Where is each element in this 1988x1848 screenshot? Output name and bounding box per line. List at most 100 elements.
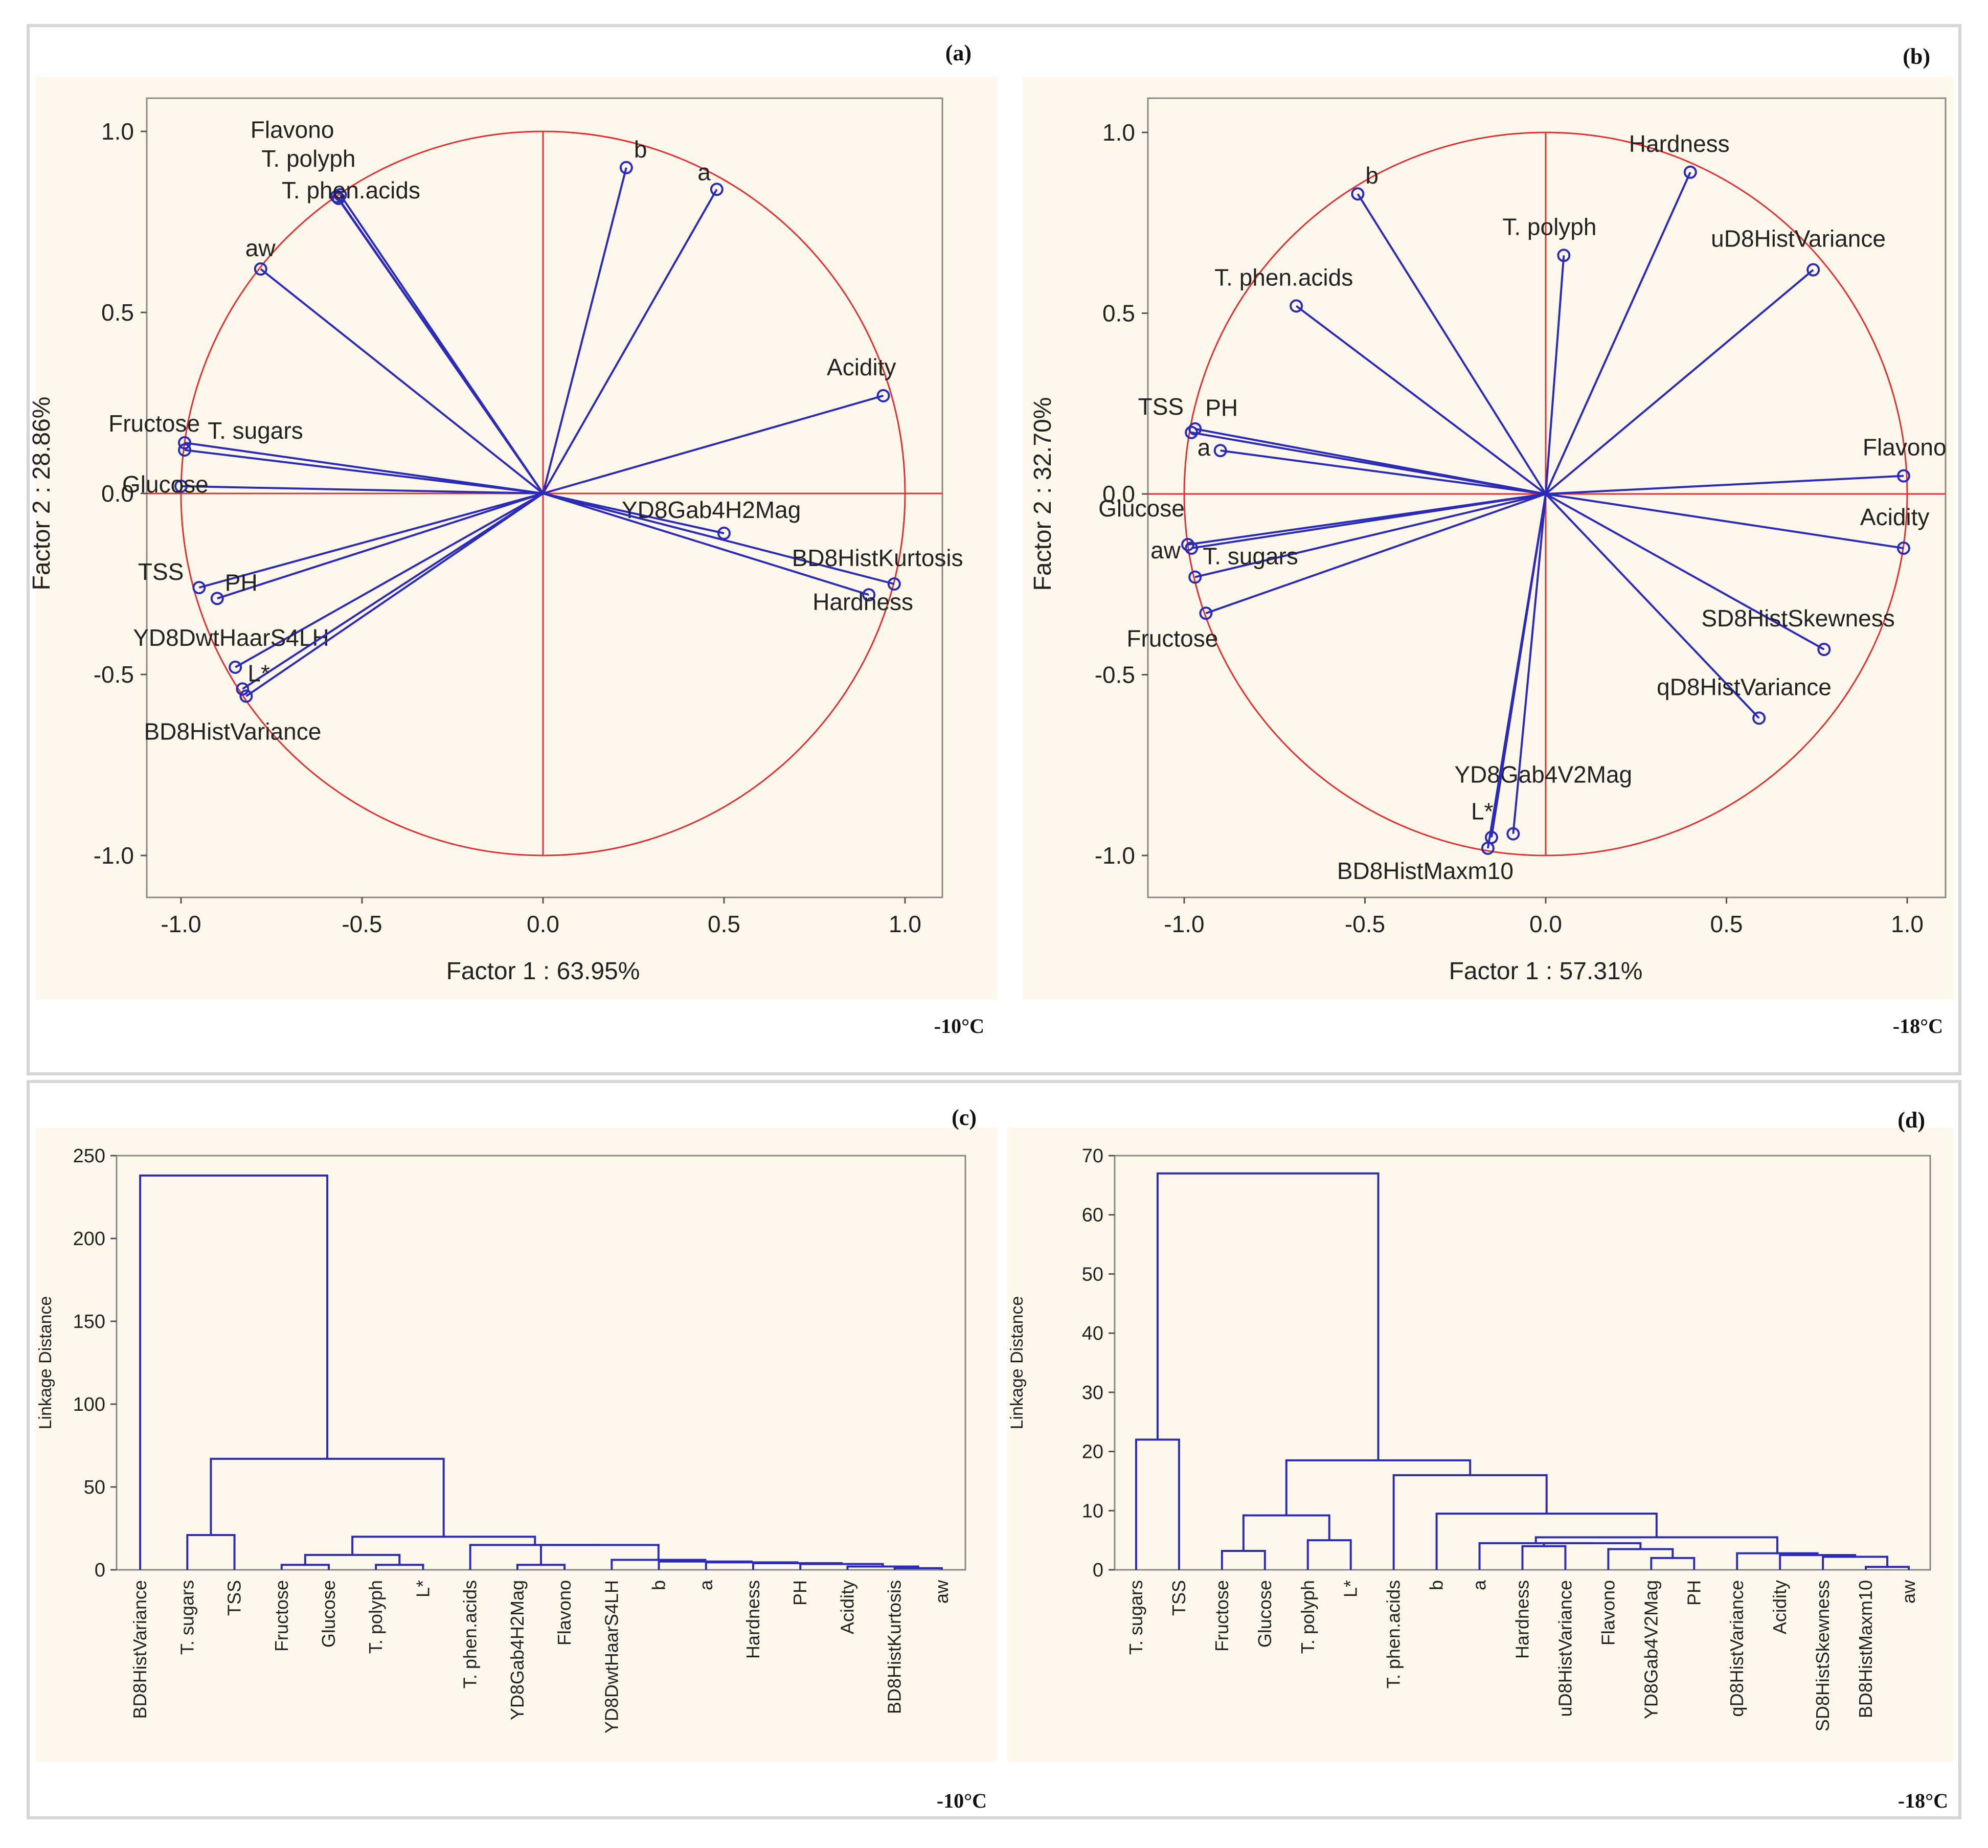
y-tick-label: 0 xyxy=(1093,1560,1103,1581)
dendrogram-link xyxy=(1156,1172,1380,1460)
loading-label-hardness: Hardness xyxy=(812,589,913,615)
loading-label-hardness: Hardness xyxy=(1629,130,1730,157)
x-tick-label: 0.0 xyxy=(1529,911,1562,937)
panel-b-temperature: -18°C xyxy=(1893,1015,1943,1038)
loading-point-ud8histvariance xyxy=(1806,263,1820,277)
plot-frame xyxy=(146,97,943,898)
loading-point-aw xyxy=(1185,542,1199,555)
loading-vector-aw xyxy=(1191,493,1546,550)
loading-point-l xyxy=(236,682,250,696)
loading-point-tss xyxy=(1185,425,1199,439)
loading-label-yd8dwthaars4lh: YD8DwtHaarS4LH xyxy=(133,624,329,651)
loading-label-b: b xyxy=(1365,162,1379,189)
loading-vector-fructose xyxy=(184,441,544,494)
x-tick-label: 1.0 xyxy=(889,911,921,937)
leaf-label-glucose: Glucose xyxy=(1254,1580,1275,1648)
dendrogram-link xyxy=(1478,1542,1592,1570)
loading-label-glucose: Glucose xyxy=(122,471,209,498)
loading-label-sd8histskewness: SD8HistSkewness xyxy=(1701,605,1894,632)
y-axis-title: Linkage Distance xyxy=(36,1296,55,1430)
loading-label-yd8gab4v2mag: YD8Gab4V2Mag xyxy=(1454,761,1632,788)
loading-vector-bd8histvariance xyxy=(245,492,544,697)
loading-point-aw xyxy=(254,262,267,276)
loading-point-yd8gab4v2mag xyxy=(1506,827,1520,841)
leaf-label-ph: PH xyxy=(789,1580,810,1606)
dendrogram-link xyxy=(1650,1557,1696,1570)
loading-label-aw: aw xyxy=(1150,537,1181,564)
loading-vector-hardness xyxy=(1545,171,1691,494)
loading-label-tss: TSS xyxy=(138,558,184,585)
leaf-label-yd8gab4v2mag: YD8Gab4V2Mag xyxy=(1640,1580,1661,1719)
leaf-label-ph: PH xyxy=(1683,1580,1704,1606)
dendrogram-link xyxy=(139,1174,329,1570)
loading-point-hardness xyxy=(1683,165,1697,179)
leaf-label-t-sugars: T. sugars xyxy=(1125,1580,1146,1655)
loading-vector-qd8histvariance xyxy=(1545,493,1760,719)
loading-point-glucose xyxy=(1181,537,1195,551)
loading-label-bd8histkurtosis: BD8HistKurtosis xyxy=(792,545,963,571)
loading-vector-yd8gab4v2mag xyxy=(1512,493,1547,834)
loading-point-acidity xyxy=(876,389,890,402)
dendrogram-link xyxy=(1534,1536,1778,1553)
loading-point-t-phen-acids xyxy=(1290,299,1303,313)
loading-label-bd8histmaxm10: BD8HistMaxm10 xyxy=(1337,858,1513,884)
plot-frame xyxy=(116,1155,966,1571)
loading-label-acidity: Acidity xyxy=(1860,504,1929,530)
panel-d-letter: (d) xyxy=(1897,1108,1925,1133)
loading-point-yd8gab4h2mag xyxy=(717,526,731,540)
loading-point-bd8histmaxm10 xyxy=(1481,841,1495,855)
x-tick-label: -0.5 xyxy=(342,911,382,937)
x-tick-label: -1.0 xyxy=(1164,911,1204,937)
pca-panel-a: -1.0 -0.5 0.0 0.5 1.0 1.0 0.5 0.0 -0.5 -1.0 Factor… xyxy=(28,97,963,985)
loading-vector-aw xyxy=(260,268,544,494)
leaf-label-fructose: Fructose xyxy=(1211,1580,1232,1652)
x-tick-label: -0.5 xyxy=(1345,911,1385,937)
loading-label-yd8gab4h2mag: YD8Gab4H2Mag xyxy=(622,497,801,523)
y-tick-label: -0.5 xyxy=(1095,662,1135,688)
loading-vector-bd8histkurtosis xyxy=(543,492,895,585)
loading-vector-tss xyxy=(198,492,544,589)
loading-vector-bd8histmaxm10 xyxy=(1486,493,1547,849)
loading-point-fructose xyxy=(178,436,192,449)
leaf-label-sd8histskewness: SD8HistSkewness xyxy=(1812,1580,1833,1731)
loading-label-acidity: Acidity xyxy=(827,354,896,380)
loading-label-flavono: Flavono xyxy=(1863,434,1947,461)
dendrogram-link xyxy=(1285,1459,1472,1516)
y-tick-label: 250 xyxy=(73,1145,105,1167)
panel-d-temperature: -18°C xyxy=(1898,1789,1948,1812)
y-tick-label: 70 xyxy=(1082,1145,1103,1167)
dendrogram-link xyxy=(1543,1542,1642,1549)
leaf-label-t-sugars: T. sugars xyxy=(176,1580,197,1655)
y-tick-label: -1.0 xyxy=(1095,842,1135,869)
loading-label-tss: TSS xyxy=(1138,393,1184,420)
loading-label-ph: PH xyxy=(1205,395,1238,421)
y-tick-label: 50 xyxy=(84,1477,105,1498)
y-tick-label: 150 xyxy=(73,1311,105,1333)
loading-vector-a xyxy=(542,189,718,494)
leaf-label-tss: TSS xyxy=(1168,1580,1189,1616)
loading-point-glucose xyxy=(174,479,188,493)
loading-point-a xyxy=(1213,444,1227,458)
dendrogram-link xyxy=(1135,1438,1180,1570)
leaf-label-aw: aw xyxy=(1898,1580,1919,1604)
loading-point-hardness xyxy=(862,588,876,602)
loading-label-aw: aw xyxy=(245,235,276,261)
loading-label-t-phen-acids: T. phen.acids xyxy=(282,177,420,204)
plot-frame xyxy=(1147,97,1947,898)
leaf-label-bd8histmaxm10: BD8HistMaxm10 xyxy=(1855,1580,1876,1718)
leaf-label-flavono: Flavono xyxy=(554,1580,575,1646)
loading-point-b xyxy=(1351,187,1365,201)
loading-point-sd8histskewness xyxy=(1817,643,1831,657)
panel-c-temperature: -10°C xyxy=(937,1789,987,1812)
panel-a-temperature: -10°C xyxy=(934,1015,984,1038)
leaf-label-acidity: Acidity xyxy=(1769,1580,1790,1634)
y-tick-label: 0 xyxy=(95,1560,105,1581)
panel-a-letter: (a) xyxy=(945,40,972,65)
loading-vector-t-phen-acids xyxy=(337,197,544,494)
y-tick-label: 30 xyxy=(1082,1382,1103,1404)
loading-label-ph: PH xyxy=(225,569,258,596)
loading-label-t-sugars: T. sugars xyxy=(1203,543,1298,570)
loading-point-t-phen-acids xyxy=(331,191,345,205)
loading-point-flavono xyxy=(1896,469,1910,483)
